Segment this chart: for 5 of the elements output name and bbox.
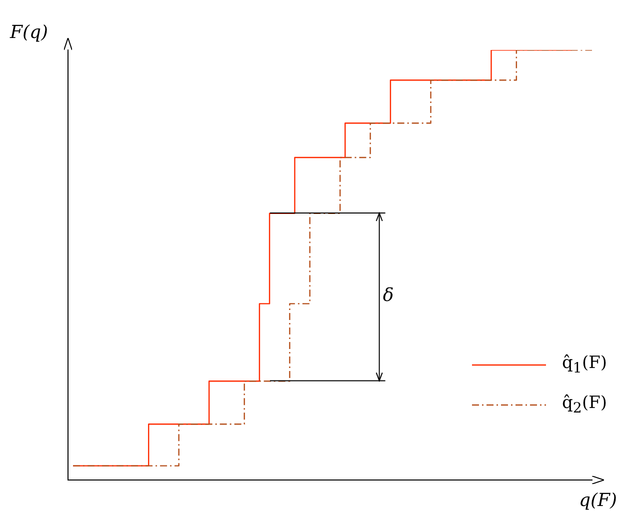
y-axis-title: F(q) [10, 22, 48, 43]
annotation: δ [382, 285, 394, 306]
legend-label: q̂$_{2}$(F) [562, 393, 607, 417]
legend-label: q̂$_{1}$(F) [562, 353, 607, 377]
x-axis-title: q(F) [578, 490, 617, 511]
